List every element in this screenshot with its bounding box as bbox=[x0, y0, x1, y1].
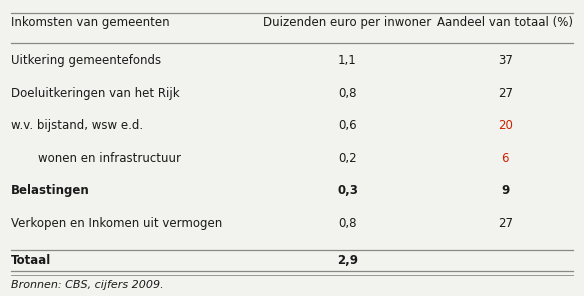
Text: Verkopen en Inkomen uit vermogen: Verkopen en Inkomen uit vermogen bbox=[11, 217, 222, 230]
Text: 9: 9 bbox=[501, 184, 509, 197]
Text: 1,1: 1,1 bbox=[338, 54, 357, 67]
Text: 27: 27 bbox=[498, 87, 513, 100]
Text: 0,2: 0,2 bbox=[338, 152, 357, 165]
Text: wonen en infrastructuur: wonen en infrastructuur bbox=[38, 152, 181, 165]
Text: 0,8: 0,8 bbox=[338, 217, 357, 230]
Text: 0,3: 0,3 bbox=[337, 184, 358, 197]
Text: w.v. bijstand, wsw e.d.: w.v. bijstand, wsw e.d. bbox=[11, 119, 142, 132]
Text: 6: 6 bbox=[502, 152, 509, 165]
Text: 20: 20 bbox=[498, 119, 513, 132]
Text: Totaal: Totaal bbox=[11, 254, 51, 267]
Text: 2,9: 2,9 bbox=[337, 254, 358, 267]
Text: 0,6: 0,6 bbox=[338, 119, 357, 132]
Text: 0,8: 0,8 bbox=[338, 87, 357, 100]
Text: 37: 37 bbox=[498, 54, 513, 67]
Text: Uitkering gemeentefonds: Uitkering gemeentefonds bbox=[11, 54, 161, 67]
Text: Doeluitkeringen van het Rijk: Doeluitkeringen van het Rijk bbox=[11, 87, 179, 100]
Text: Inkomsten van gemeenten: Inkomsten van gemeenten bbox=[11, 16, 169, 29]
Text: Duizenden euro per inwoner: Duizenden euro per inwoner bbox=[263, 16, 432, 29]
Text: Aandeel van totaal (%): Aandeel van totaal (%) bbox=[437, 16, 573, 29]
Text: Belastingen: Belastingen bbox=[11, 184, 89, 197]
Text: Bronnen: CBS, cijfers 2009.: Bronnen: CBS, cijfers 2009. bbox=[11, 280, 163, 290]
Text: 27: 27 bbox=[498, 217, 513, 230]
